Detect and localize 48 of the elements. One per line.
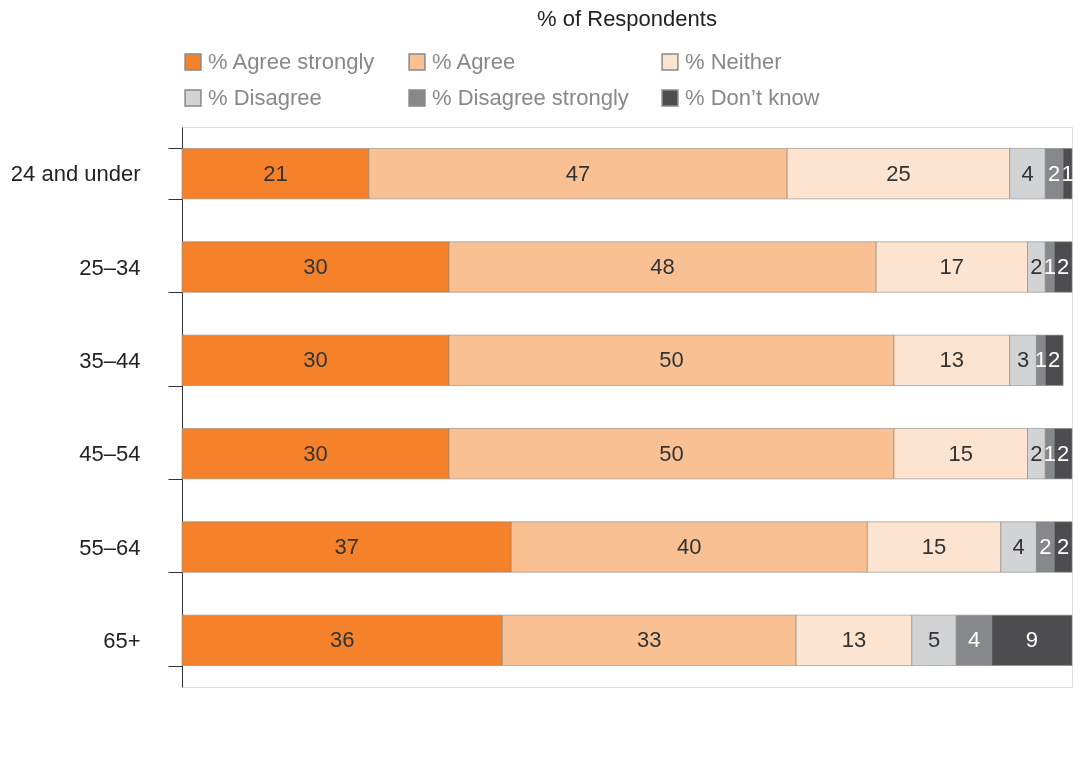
data-label: 13: [939, 347, 965, 373]
legend-label: % Agree strongly: [208, 49, 375, 74]
data-label: 3: [1016, 347, 1030, 373]
y-tick-label: 24 and under: [10, 161, 141, 187]
legend-label: % Agree: [432, 49, 516, 74]
data-label: 30: [303, 347, 328, 373]
data-label: 50: [659, 347, 684, 373]
data-label: 17: [939, 254, 965, 279]
data-label: 2: [1056, 440, 1070, 466]
legend-label: % Disagree: [208, 85, 322, 110]
data-label: 2: [1048, 160, 1061, 186]
data-label: 1: [1043, 254, 1056, 279]
data-label: 33: [637, 627, 662, 653]
data-label: 9: [1025, 627, 1039, 653]
data-label: 1: [1034, 347, 1047, 373]
data-label: 50: [659, 440, 684, 466]
chart-title: % of Respondents: [537, 6, 717, 31]
y-tick-label: 25–34: [79, 254, 141, 280]
data-label: 37: [334, 534, 359, 559]
data-label: 21: [263, 160, 288, 186]
legend-label: % Neither: [685, 49, 782, 74]
data-label: 2: [1039, 534, 1052, 559]
data-label: 47: [565, 160, 591, 186]
data-label: 15: [921, 534, 947, 559]
y-tick-label: 55–64: [79, 534, 141, 560]
data-label: 30: [303, 440, 328, 466]
data-label: 4: [967, 627, 981, 653]
legend-label: % Disagree strongly: [432, 85, 629, 110]
data-label: 15: [948, 440, 973, 466]
data-label: 4: [1012, 534, 1025, 559]
y-tick-label: 35–44: [79, 347, 141, 373]
data-label: 30: [303, 254, 328, 279]
data-label: 25: [886, 160, 911, 186]
y-tick-label: 65+: [103, 627, 141, 653]
data-label: 2: [1056, 254, 1070, 279]
legend-label: % Don’t know: [685, 85, 820, 110]
data-label: 2: [1030, 254, 1043, 279]
data-label: 5: [927, 627, 941, 653]
data-label: 13: [841, 627, 867, 653]
data-label: 36: [329, 627, 355, 653]
data-label: 2: [1030, 440, 1043, 466]
data-label: 1: [1043, 440, 1056, 466]
data-label: 40: [677, 534, 702, 559]
y-tick-label: 45–54: [79, 441, 141, 467]
data-label: 2: [1056, 534, 1070, 559]
data-label: 2: [1048, 347, 1061, 373]
data-label: 48: [650, 254, 675, 279]
data-label: 4: [1021, 160, 1034, 186]
